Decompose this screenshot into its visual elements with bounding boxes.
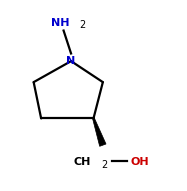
Text: N: N bbox=[66, 56, 76, 66]
Text: 2: 2 bbox=[102, 160, 108, 170]
Text: OH: OH bbox=[131, 157, 150, 167]
Text: CH: CH bbox=[74, 157, 91, 167]
Text: NH: NH bbox=[51, 18, 69, 28]
Polygon shape bbox=[93, 118, 106, 146]
Text: 2: 2 bbox=[79, 20, 85, 30]
